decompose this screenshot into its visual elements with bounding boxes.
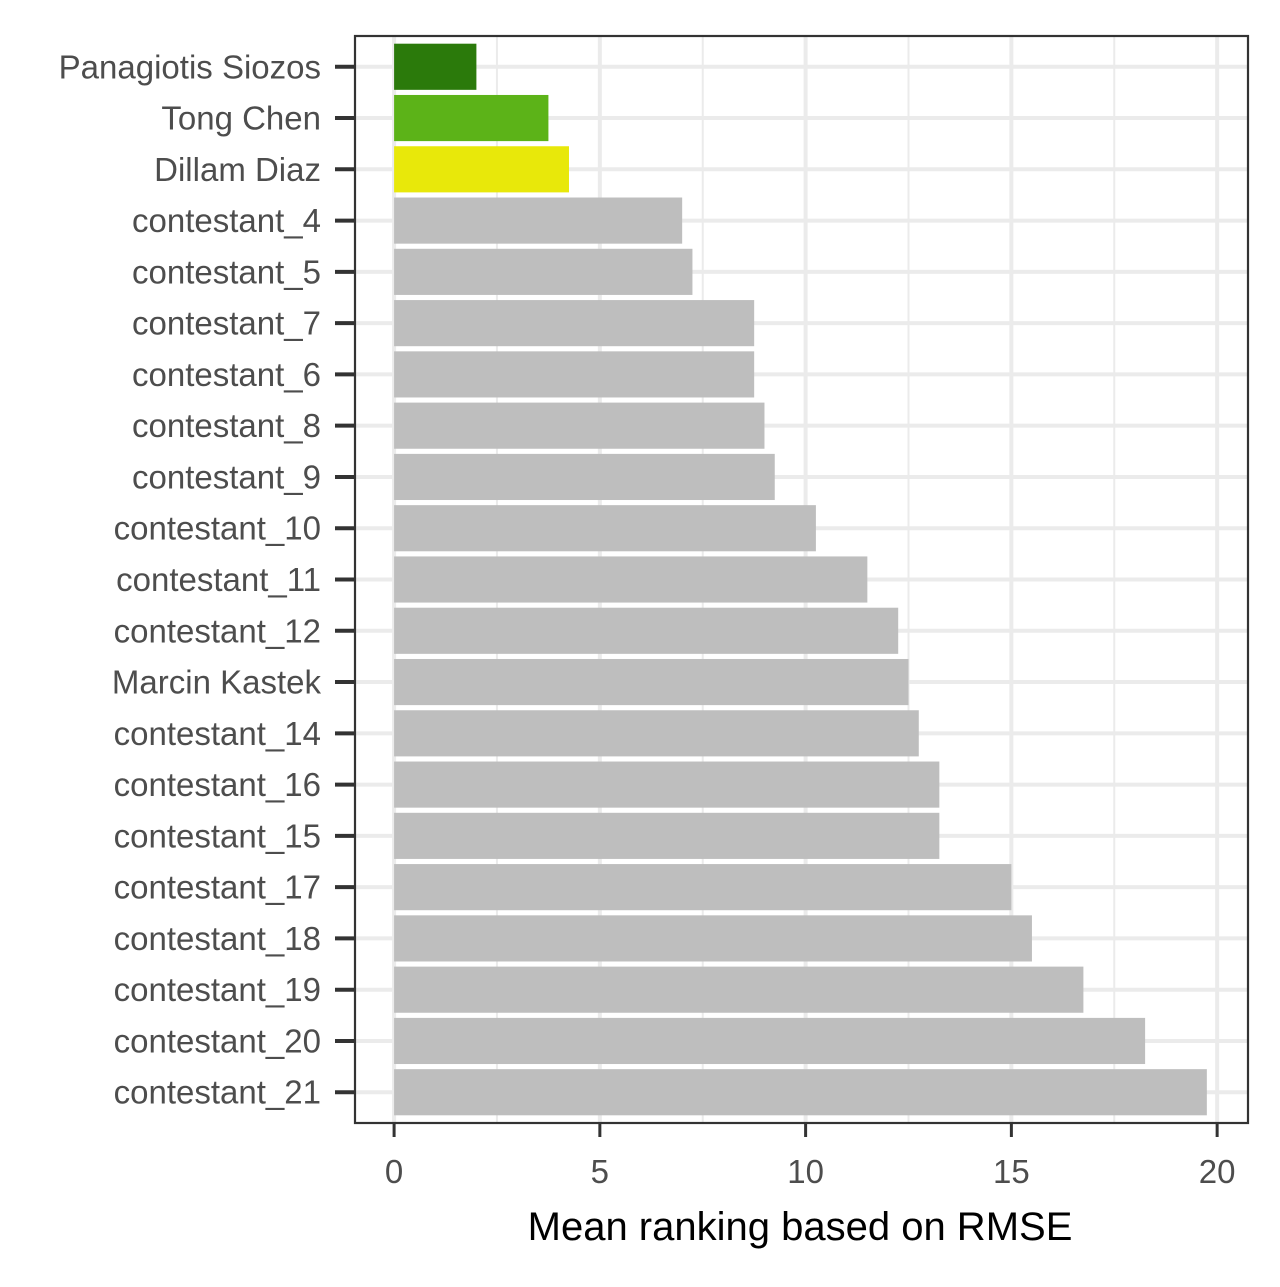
y-tick-label: Marcin Kastek xyxy=(112,664,322,701)
bar xyxy=(394,915,1032,962)
y-axis: Panagiotis Siozos Tong Chen Dillam Diaz con… xyxy=(59,48,355,1111)
y-tick-label: contestant_5 xyxy=(132,253,321,290)
y-tick-label: contestant_10 xyxy=(114,510,321,547)
bar xyxy=(394,1069,1207,1116)
bar xyxy=(394,607,899,654)
y-tick-label: contestant_7 xyxy=(132,305,321,342)
x-tick-label: 5 xyxy=(591,1153,609,1190)
bar xyxy=(394,761,940,808)
bar xyxy=(394,966,1084,1013)
y-tick-label: contestant_11 xyxy=(116,561,321,598)
y-tick-label: contestant_19 xyxy=(114,971,321,1008)
y-tick-label: contestant_6 xyxy=(132,356,321,393)
bar xyxy=(394,351,755,398)
bar xyxy=(394,453,775,501)
y-tick-label: contestant_15 xyxy=(114,817,321,854)
y-tick-label: contestant_20 xyxy=(114,1022,321,1059)
y-tick-label: Tong Chen xyxy=(161,100,321,137)
y-tick-label: contestant_12 xyxy=(114,612,321,649)
bar xyxy=(394,43,477,90)
x-axis: 0 5 10 15 20 xyxy=(385,1123,1236,1190)
x-tick-label: 0 xyxy=(385,1153,403,1190)
bar xyxy=(394,710,919,757)
x-tick-label: 15 xyxy=(993,1153,1030,1190)
y-tick-label: contestant_4 xyxy=(132,202,321,239)
y-tick-label: contestant_18 xyxy=(114,920,321,957)
bar xyxy=(394,658,909,706)
y-tick-label: contestant_8 xyxy=(132,407,321,444)
y-tick-label: contestant_16 xyxy=(114,766,321,803)
bar xyxy=(394,248,693,295)
y-tick-label: contestant_17 xyxy=(114,869,321,906)
bar xyxy=(394,402,765,449)
bar xyxy=(394,556,868,603)
bars xyxy=(394,43,1207,1116)
bar xyxy=(394,864,1012,911)
x-tick-label: 10 xyxy=(787,1153,824,1190)
x-tick-label: 20 xyxy=(1199,1153,1236,1190)
bar xyxy=(394,812,940,859)
bar xyxy=(394,146,569,193)
y-tick-label: contestant_14 xyxy=(114,715,321,752)
bar xyxy=(394,1017,1146,1065)
bar xyxy=(394,505,816,552)
bar xyxy=(394,300,755,347)
y-tick-label: Dillam Diaz xyxy=(154,151,321,188)
bar xyxy=(394,94,549,142)
x-axis-title: Mean ranking based on RMSE xyxy=(528,1205,1073,1249)
bar xyxy=(394,197,683,244)
y-tick-label: contestant_9 xyxy=(132,458,321,495)
y-tick-label: Panagiotis Siozos xyxy=(59,48,321,85)
y-tick-label: contestant_21 xyxy=(114,1074,321,1111)
